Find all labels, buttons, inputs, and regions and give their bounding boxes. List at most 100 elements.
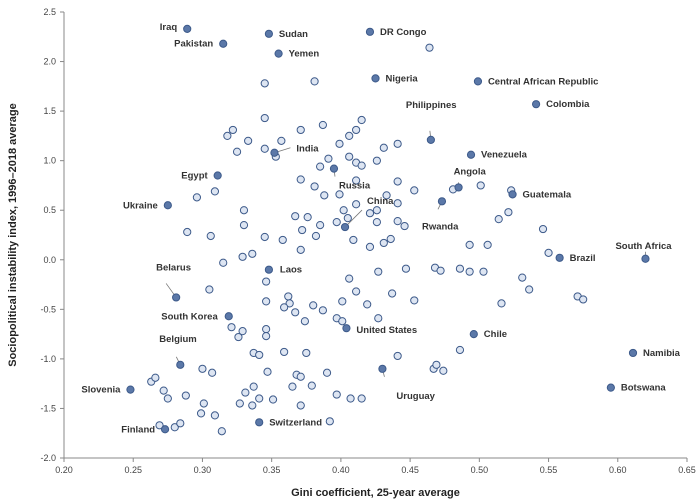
data-point	[332, 218, 341, 227]
data-point-labeled	[437, 197, 447, 206]
data-point-labeled	[531, 100, 541, 109]
data-point-labeled	[274, 49, 283, 58]
data-point	[239, 220, 249, 230]
point-label: Angola	[454, 166, 487, 177]
data-point	[238, 252, 247, 261]
data-point	[163, 394, 172, 403]
data-point	[504, 208, 513, 217]
data-point	[425, 43, 434, 52]
x-tick-label: 0.35	[263, 465, 281, 475]
data-point	[316, 220, 325, 230]
data-point	[357, 161, 366, 170]
data-point	[372, 218, 381, 227]
data-point	[291, 212, 300, 221]
data-point	[483, 240, 492, 250]
data-point	[345, 274, 354, 283]
data-point-labeled	[508, 190, 517, 199]
data-point	[198, 364, 207, 373]
point-label: China	[367, 196, 394, 207]
point-label: Colombia	[546, 99, 590, 110]
data-point	[388, 289, 397, 298]
point-label: Iraq	[160, 22, 178, 33]
data-point-labeled	[213, 171, 222, 180]
x-tick-label: 0.25	[124, 465, 142, 475]
data-point	[393, 217, 402, 226]
y-tick-label: 0.0	[43, 255, 56, 265]
data-point	[372, 156, 381, 165]
data-point	[262, 297, 271, 306]
data-point-labeled	[270, 148, 279, 157]
point-label: Rwanda	[422, 221, 459, 232]
point-label: South Korea	[161, 311, 218, 322]
data-point	[372, 206, 381, 215]
data-point	[255, 394, 264, 403]
data-point-labeled	[329, 164, 339, 173]
data-point	[345, 131, 354, 140]
data-point	[181, 391, 190, 400]
data-point-labeled	[606, 383, 615, 392]
data-point	[210, 411, 220, 420]
data-point	[296, 125, 305, 135]
data-point	[262, 331, 271, 341]
data-point	[436, 266, 445, 275]
data-point-labeled	[454, 183, 463, 192]
data-point	[357, 394, 366, 403]
data-point	[205, 285, 214, 294]
data-point	[494, 215, 503, 224]
x-tick-label: 0.45	[401, 465, 419, 475]
data-point	[352, 125, 361, 135]
data-point	[374, 267, 383, 276]
data-point-labeled	[183, 24, 192, 33]
data-point	[379, 143, 388, 152]
data-point	[544, 248, 553, 257]
unlabeled-points	[147, 43, 588, 436]
data-point	[320, 191, 329, 200]
data-point	[393, 139, 402, 148]
data-point	[183, 227, 192, 237]
axes	[63, 12, 687, 459]
data-point	[260, 79, 269, 88]
data-point	[379, 238, 388, 248]
point-label: India	[296, 144, 319, 155]
data-point	[455, 264, 465, 273]
data-point-labeled	[172, 293, 181, 302]
data-point	[345, 152, 354, 161]
data-point	[332, 390, 341, 399]
data-point	[310, 77, 319, 86]
data-point	[322, 368, 332, 377]
point-label: Russia	[339, 181, 371, 192]
data-point	[310, 182, 319, 191]
data-point	[393, 199, 402, 208]
data-point	[278, 235, 287, 245]
point-label: Central African Republic	[488, 76, 599, 87]
data-point	[525, 285, 534, 294]
point-label: Philippines	[406, 100, 457, 111]
x-tick-label: 0.65	[678, 465, 696, 475]
data-point	[357, 115, 366, 125]
data-point	[260, 144, 269, 153]
y-tick-label: 1.0	[43, 156, 56, 166]
point-label: Belarus	[156, 262, 191, 273]
data-point	[262, 277, 271, 286]
data-point	[318, 306, 327, 315]
data-point	[338, 317, 347, 326]
data-point	[296, 401, 305, 410]
data-point	[479, 267, 488, 276]
data-point	[302, 348, 311, 358]
data-point	[219, 258, 228, 267]
x-tick-label: 0.50	[471, 465, 489, 475]
data-point	[296, 245, 305, 254]
data-point	[196, 409, 206, 418]
data-point-labeled	[340, 222, 350, 232]
point-label: Egypt	[181, 171, 208, 182]
data-point	[455, 345, 465, 355]
x-tick-label: 0.60	[609, 465, 627, 475]
data-point	[227, 323, 236, 332]
data-point	[518, 273, 527, 282]
data-point	[325, 417, 334, 426]
data-point	[316, 162, 325, 171]
data-point	[151, 373, 160, 382]
data-point	[288, 382, 297, 391]
data-point	[338, 297, 347, 306]
data-point-labeled	[473, 77, 483, 86]
